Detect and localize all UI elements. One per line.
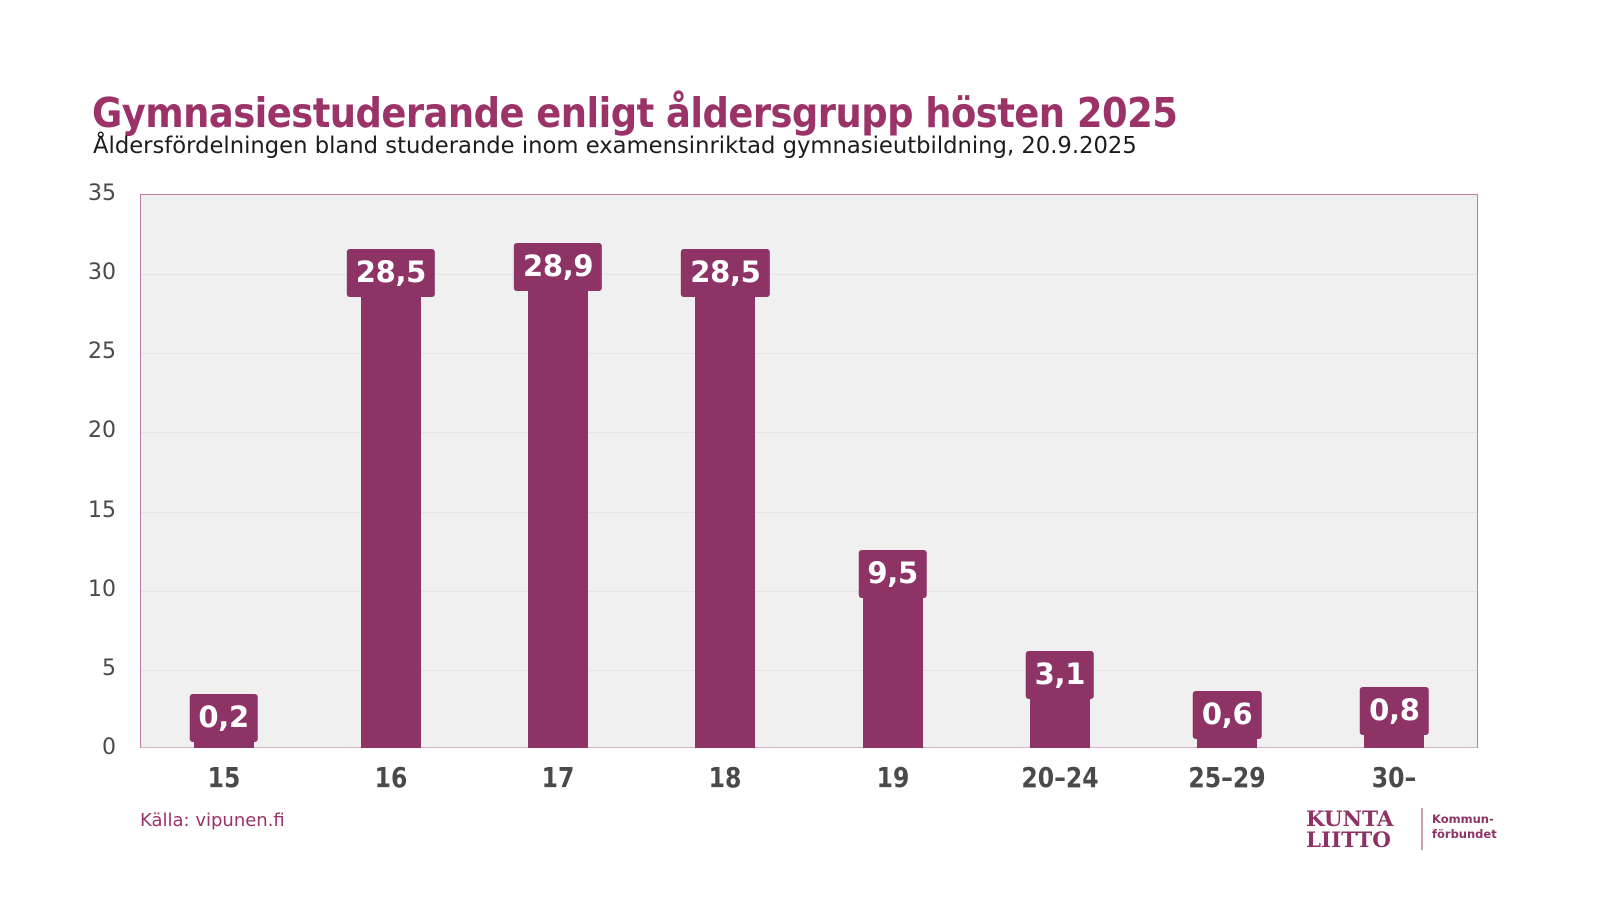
bar[interactable]: [695, 296, 756, 748]
source-note: Källa: vipunen.fi: [140, 810, 285, 831]
bar-value-label: 28,9: [513, 242, 603, 291]
logo-subtext-line1: Kommun-: [1432, 812, 1494, 826]
bar-value-label: 0,6: [1192, 690, 1262, 739]
bar-value-label: 28,5: [346, 248, 436, 297]
gridline: [141, 274, 1477, 276]
x-axis-tick-label: 18: [709, 761, 742, 794]
bar-value-label: 3,1: [1025, 650, 1095, 699]
plot-inner: [141, 195, 1477, 747]
bar[interactable]: [1364, 735, 1425, 748]
gridline: [141, 590, 1477, 592]
logo-subtext-line2: förbundet: [1432, 827, 1497, 841]
logo-wordmark-line2: LIITTO: [1306, 827, 1391, 852]
y-axis-tick-label: 10: [88, 576, 116, 602]
y-axis-tick-label: 5: [102, 655, 116, 681]
bar[interactable]: [193, 742, 254, 748]
x-axis-tick-label: 17: [541, 761, 575, 794]
x-axis-tick-label: 15: [207, 761, 240, 794]
plot-area: [140, 194, 1478, 748]
gridline: [141, 353, 1477, 355]
x-axis-tick-label: 16: [374, 761, 408, 794]
y-axis-tick-label: 0: [102, 735, 116, 760]
y-axis-tick-label: 30: [88, 260, 116, 286]
bar-value-label: 28,5: [681, 248, 770, 297]
bar[interactable]: [360, 296, 421, 748]
gridline: [141, 669, 1477, 671]
bar[interactable]: [862, 597, 923, 748]
x-axis-tick-label: 25–29: [1188, 761, 1266, 794]
logo-divider: [1421, 808, 1423, 850]
logo-subtext: Kommun- förbundet: [1432, 812, 1497, 842]
bar-value-label: 0,8: [1360, 687, 1429, 736]
logo-wordmark: KUNTA LIITTO: [1306, 808, 1394, 850]
x-axis-tick-label: 20–24: [1021, 761, 1099, 794]
chart-subtitle: Åldersfördelningen bland studerande inom…: [93, 131, 1137, 159]
y-axis-tick-label: 35: [88, 181, 116, 206]
bar[interactable]: [1029, 698, 1090, 748]
bar-value-label: 9,5: [858, 549, 927, 598]
y-axis-tick-label: 15: [88, 497, 116, 523]
y-axis-tick-label: 20: [88, 418, 116, 444]
gridline: [141, 511, 1477, 513]
x-axis-tick-label: 19: [876, 761, 909, 794]
x-axis-tick-label: 30–: [1372, 761, 1417, 794]
logo-wordmark-line1: KUNTA: [1306, 806, 1394, 831]
bar[interactable]: [528, 290, 589, 748]
page-title: Gymnasiestuderande enligt åldersgrupp hö…: [92, 89, 1178, 138]
bar-value-label: 0,2: [189, 694, 258, 742]
bar[interactable]: [1197, 738, 1258, 748]
gridline: [141, 432, 1477, 434]
kuntaliitto-logo: KUNTA LIITTO Kommun- förbundet: [1306, 806, 1497, 858]
y-axis-tick-label: 25: [88, 339, 116, 365]
